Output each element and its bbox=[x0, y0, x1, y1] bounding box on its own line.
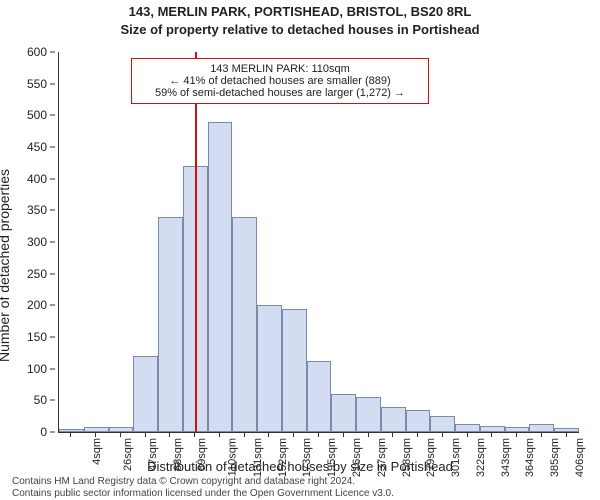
bar bbox=[430, 416, 455, 432]
x-tick-mark bbox=[368, 432, 369, 437]
y-tick-mark bbox=[50, 115, 55, 116]
x-axis-label: Distribution of detached houses by size … bbox=[0, 459, 600, 474]
y-tick-label: 550 bbox=[27, 77, 47, 91]
y-tick-label: 150 bbox=[27, 330, 47, 344]
y-tick-label: 350 bbox=[27, 203, 47, 217]
x-tick-mark bbox=[219, 432, 220, 437]
y-tick-label: 100 bbox=[27, 362, 47, 376]
footer-line1: Contains HM Land Registry data © Crown c… bbox=[12, 476, 394, 488]
bar bbox=[381, 407, 406, 432]
bar bbox=[133, 356, 158, 432]
bar bbox=[307, 361, 332, 432]
y-tick-mark bbox=[50, 432, 55, 433]
y-tick-mark bbox=[50, 337, 55, 338]
footer-credit: Contains HM Land Registry data © Crown c… bbox=[12, 476, 394, 500]
x-tick-mark bbox=[343, 432, 344, 437]
y-tick-label: 50 bbox=[34, 393, 47, 407]
annotation-line: 59% of semi-detached houses are larger (… bbox=[140, 87, 420, 99]
annotation-line: 143 MERLIN PARK: 110sqm bbox=[140, 63, 420, 75]
bar bbox=[257, 305, 282, 432]
bar bbox=[282, 309, 307, 433]
x-tick-mark bbox=[491, 432, 492, 437]
x-tick-mark bbox=[169, 432, 170, 437]
bar bbox=[406, 410, 431, 432]
y-tick-mark bbox=[50, 178, 55, 179]
y-tick-mark bbox=[50, 368, 55, 369]
marker-line bbox=[195, 52, 197, 432]
y-tick-mark bbox=[50, 52, 55, 53]
y-tick-mark bbox=[50, 147, 55, 148]
bar bbox=[331, 394, 356, 432]
chart-title-line1: 143, MERLIN PARK, PORTISHEAD, BRISTOL, B… bbox=[0, 4, 600, 19]
bar bbox=[232, 217, 257, 432]
y-tick-label: 200 bbox=[27, 298, 47, 312]
x-tick-mark bbox=[566, 432, 567, 437]
y-tick-mark bbox=[50, 273, 55, 274]
x-tick-mark bbox=[70, 432, 71, 437]
bar bbox=[356, 397, 381, 432]
y-tick-label: 300 bbox=[27, 235, 47, 249]
bar bbox=[529, 424, 554, 432]
y-tick-mark bbox=[50, 83, 55, 84]
y-tick-label: 600 bbox=[27, 45, 47, 59]
x-tick-mark bbox=[392, 432, 393, 437]
bars-container bbox=[59, 52, 579, 432]
chart-title-line2: Size of property relative to detached ho… bbox=[0, 22, 600, 37]
bar bbox=[158, 217, 183, 432]
bar bbox=[208, 122, 233, 432]
y-tick-mark bbox=[50, 305, 55, 306]
x-tick-mark bbox=[541, 432, 542, 437]
y-tick-mark bbox=[50, 210, 55, 211]
x-tick-mark bbox=[442, 432, 443, 437]
y-axis-ticks: 050100150200250300350400450500550600 bbox=[0, 52, 55, 432]
x-tick-mark bbox=[120, 432, 121, 437]
bar bbox=[455, 424, 480, 432]
x-tick-mark bbox=[516, 432, 517, 437]
y-tick-label: 450 bbox=[27, 140, 47, 154]
y-tick-mark bbox=[50, 242, 55, 243]
x-tick-mark bbox=[244, 432, 245, 437]
y-tick-label: 250 bbox=[27, 267, 47, 281]
annotation-line: ← 41% of detached houses are smaller (88… bbox=[140, 75, 420, 87]
y-tick-mark bbox=[50, 400, 55, 401]
x-tick-mark bbox=[467, 432, 468, 437]
x-tick-mark bbox=[95, 432, 96, 437]
plot-area: 143 MERLIN PARK: 110sqm← 41% of detached… bbox=[58, 52, 579, 433]
footer-line2: Contains public sector information licen… bbox=[12, 488, 394, 500]
x-tick-mark bbox=[293, 432, 294, 437]
x-tick-mark bbox=[194, 432, 195, 437]
x-tick-mark bbox=[318, 432, 319, 437]
y-tick-label: 0 bbox=[40, 425, 47, 439]
y-tick-label: 500 bbox=[27, 108, 47, 122]
x-tick-mark bbox=[145, 432, 146, 437]
x-tick-mark bbox=[268, 432, 269, 437]
chart-root: 143, MERLIN PARK, PORTISHEAD, BRISTOL, B… bbox=[0, 0, 600, 500]
annotation-box: 143 MERLIN PARK: 110sqm← 41% of detached… bbox=[131, 58, 429, 104]
x-tick-mark bbox=[417, 432, 418, 437]
y-tick-label: 400 bbox=[27, 172, 47, 186]
